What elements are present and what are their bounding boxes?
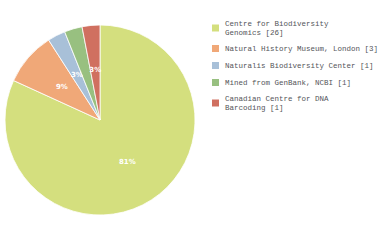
svg-text:Mined from GenBank, NCBI [1]: Mined from GenBank, NCBI [1] (225, 79, 351, 87)
svg-text:Canadian Centre for DNA: Canadian Centre for DNA (225, 95, 329, 103)
svg-text:3%: 3% (89, 66, 101, 74)
svg-text:3%: 3% (71, 71, 83, 79)
svg-text:Naturalis Biodiversity Center: Naturalis Biodiversity Center [1] (225, 62, 374, 70)
svg-text:Genomics [26]: Genomics [26] (225, 29, 284, 37)
svg-text:9%: 9% (56, 83, 68, 91)
svg-text:81%: 81% (119, 158, 136, 166)
svg-text:Barcoding [1]: Barcoding [1] (225, 104, 284, 112)
svg-text:Centre for Biodiversity: Centre for Biodiversity (225, 20, 329, 28)
svg-text:Natural History Museum, London: Natural History Museum, London [3] (225, 45, 378, 53)
